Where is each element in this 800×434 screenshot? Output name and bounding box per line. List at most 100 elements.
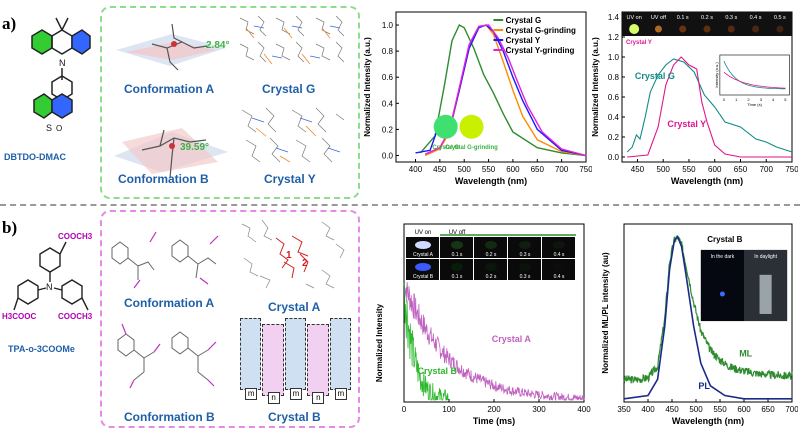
b-left-photo-header: UV on: [415, 230, 432, 236]
b-right-xtick-label: 700: [785, 405, 798, 414]
b-left-photo-spot: [415, 241, 431, 249]
b-left-photo-label: 0.1 s: [452, 252, 463, 258]
row-b-crystal-panel: [100, 210, 360, 428]
row-divider: [0, 204, 800, 206]
angle-b-label: 39.59°: [180, 142, 210, 153]
a-right-ytick-label: 0.6: [608, 93, 620, 102]
crystal-b-column-letter: n: [267, 392, 280, 404]
a-left-legend-label: Crystal Y: [506, 36, 541, 45]
a-left-ylabel: Normalized Intensity (a.u.): [363, 37, 372, 137]
chart-b-right-ml-pl: 350 400 450 500 550 600 650 700 Wavelength (nm) N…: [601, 223, 798, 426]
b-left-series-crystal-a: [403, 281, 585, 402]
crystal-a-label: Crystal A: [268, 300, 321, 314]
crystal-g-label: Crystal G: [262, 82, 316, 96]
b-right-xtick-label: 400: [641, 405, 655, 414]
crystal-b-column: [307, 324, 329, 396]
a-left-ytick-label: 0.4: [382, 99, 394, 108]
a-right-photo-label: UV off: [651, 15, 667, 21]
a-left-sample-label: Crystal G-grinding: [445, 145, 498, 151]
b-left-xtick-label: 400: [577, 405, 591, 414]
a-right-ylabel: Normalized Intensity (a.u.): [591, 37, 600, 137]
a-right-photo-spot: [752, 25, 760, 33]
a-right-photo-sample: Crystal Y: [626, 40, 652, 46]
b-right-inset-label: In the dark: [711, 254, 735, 260]
tpa-o-3coome-name: TPA-o-3COOMe: [8, 344, 75, 354]
a-right-ytick-label: 0.8: [608, 73, 620, 82]
crystal-b-column: [240, 318, 262, 390]
b-right-xtick-label: 650: [761, 405, 775, 414]
a-right-inset-xlabel: Time (s): [747, 102, 762, 107]
a-right-photo-spot: [629, 24, 640, 34]
a-right-photo-label: 0.1 s: [677, 15, 689, 21]
b-right-xtick-label: 350: [617, 405, 631, 414]
a-left-legend-label: Crystal Y-grinding: [506, 46, 575, 55]
a-left-xtick-label: 500: [458, 165, 472, 174]
a-left-ytick-label: 0.2: [382, 125, 394, 134]
crystal-b-column: [284, 318, 307, 390]
b-left-series-label: Crystal A: [492, 334, 532, 344]
chart-a-left-emission: 400 450 500 550 600 650 700 750 0.0 0.2 0.4 0.6 0.8 1…: [363, 11, 592, 186]
row-a-crystal-panel: [100, 6, 360, 199]
a-right-xtick-label: 650: [734, 165, 748, 174]
a-left-sample-glow: [459, 114, 484, 139]
crystal-a-packing-image: 1 2: [241, 219, 345, 289]
b-left-xtick-label: 0: [402, 405, 407, 414]
angle-a-label: 2.84°: [206, 40, 230, 51]
conformation-a-b-label: Conformation A: [124, 296, 215, 310]
substituent-left: H3COOC: [2, 312, 37, 321]
conformation-b-image: [114, 128, 228, 179]
a-left-series-crystal-g: [419, 24, 587, 157]
a-left-xtick-label: 450: [433, 165, 447, 174]
crystal-b-column: [329, 318, 351, 390]
a-left-ytick-label: 0.6: [382, 73, 394, 82]
b-right-inset-label: In daylight: [754, 254, 777, 260]
sulfur-atom: S: [46, 123, 52, 133]
oxygen-atoms: O: [56, 124, 62, 133]
a-right-inset-xtick: 5: [784, 97, 787, 102]
a-right-series-label: Crystal G: [635, 71, 675, 81]
b-left-photo-label: 0.3 s: [520, 274, 531, 280]
a-right-photo-label: 0.4 s: [750, 15, 762, 21]
chart-a-right-emission: 450 500 550 600 650 700 7500.00.20.40.60.81.01…: [591, 11, 798, 186]
b-left-xtick-label: 300: [532, 405, 546, 414]
b-left-photo-cell: [542, 259, 575, 280]
a-left-xtick-label: 650: [531, 165, 545, 174]
a-left-xtick-label: 600: [506, 165, 520, 174]
a-right-ytick-label: 1.4: [608, 13, 620, 22]
b-left-photo-spot: [485, 263, 497, 271]
b-left-xtick-label: 100: [442, 405, 456, 414]
b-right-series-ml: [623, 235, 793, 384]
a-right-photo-spot: [703, 25, 711, 33]
conformation-b-b-image: [117, 323, 217, 389]
a-right-ytick-label: 0.4: [608, 113, 620, 122]
a-right-xtick-label: 750: [785, 165, 798, 174]
a-right-inset-ylabel: Intensity (a.u.): [714, 62, 719, 88]
b-left-photo-spot: [519, 241, 531, 249]
b-left-photo-header-bg: [406, 226, 576, 236]
b-right-series-label: PL: [698, 381, 710, 391]
a-right-photo-spot: [727, 25, 735, 33]
a-right-ytick-label: 1.2: [608, 33, 620, 42]
conformation-b-label: Conformation B: [118, 172, 209, 186]
crystal-y-label: Crystal Y: [264, 172, 316, 186]
a-left-xtick-label: 750: [579, 165, 592, 174]
b-left-photo-cell: [474, 237, 507, 258]
a-right-inset-xtick: 2: [747, 97, 750, 102]
a-right-ytick-label: 0.0: [608, 153, 620, 162]
b-left-photo-spot: [485, 241, 497, 249]
conformation-a-b-image: [111, 231, 219, 289]
b-left-photo-cell: [542, 237, 575, 258]
tpa-o-3coome-structure: N: [13, 241, 89, 311]
b-left-photo-cell: [508, 259, 541, 280]
a-right-xtick-label: 450: [631, 165, 645, 174]
crystal-a-unit-label: 1: [286, 250, 292, 261]
b-left-photo-label: 0.4 s: [554, 252, 565, 258]
b-right-title: Crystal B: [707, 235, 742, 244]
a-right-series-crystal-y: [627, 56, 792, 158]
b-left-photo-spot: [553, 241, 565, 249]
a-right-xlabel: Wavelength (nm): [671, 176, 743, 186]
a-left-legend-label: Crystal G-grinding: [506, 26, 576, 35]
a-right-photo-spot: [654, 25, 662, 33]
a-right-series-label: Crystal Y: [667, 119, 706, 129]
b-right-inset-glow: [719, 291, 725, 297]
